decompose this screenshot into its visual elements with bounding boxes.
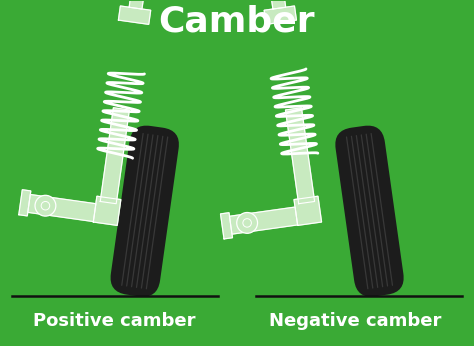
Polygon shape: [229, 207, 298, 234]
Polygon shape: [264, 6, 296, 24]
Circle shape: [237, 212, 257, 233]
Circle shape: [41, 201, 50, 210]
Text: Positive camber: Positive camber: [33, 312, 195, 330]
Polygon shape: [285, 108, 315, 204]
Polygon shape: [294, 196, 321, 225]
Circle shape: [243, 219, 251, 227]
FancyBboxPatch shape: [110, 126, 179, 297]
Polygon shape: [100, 108, 129, 204]
Polygon shape: [28, 194, 96, 221]
FancyBboxPatch shape: [335, 126, 404, 297]
Polygon shape: [93, 196, 121, 225]
Circle shape: [35, 195, 56, 216]
Polygon shape: [129, 0, 143, 9]
Polygon shape: [272, 0, 286, 9]
Text: Camber: Camber: [159, 5, 315, 39]
Text: Negative camber: Negative camber: [269, 312, 441, 330]
Polygon shape: [19, 190, 31, 216]
Polygon shape: [118, 6, 151, 24]
Polygon shape: [220, 213, 232, 239]
